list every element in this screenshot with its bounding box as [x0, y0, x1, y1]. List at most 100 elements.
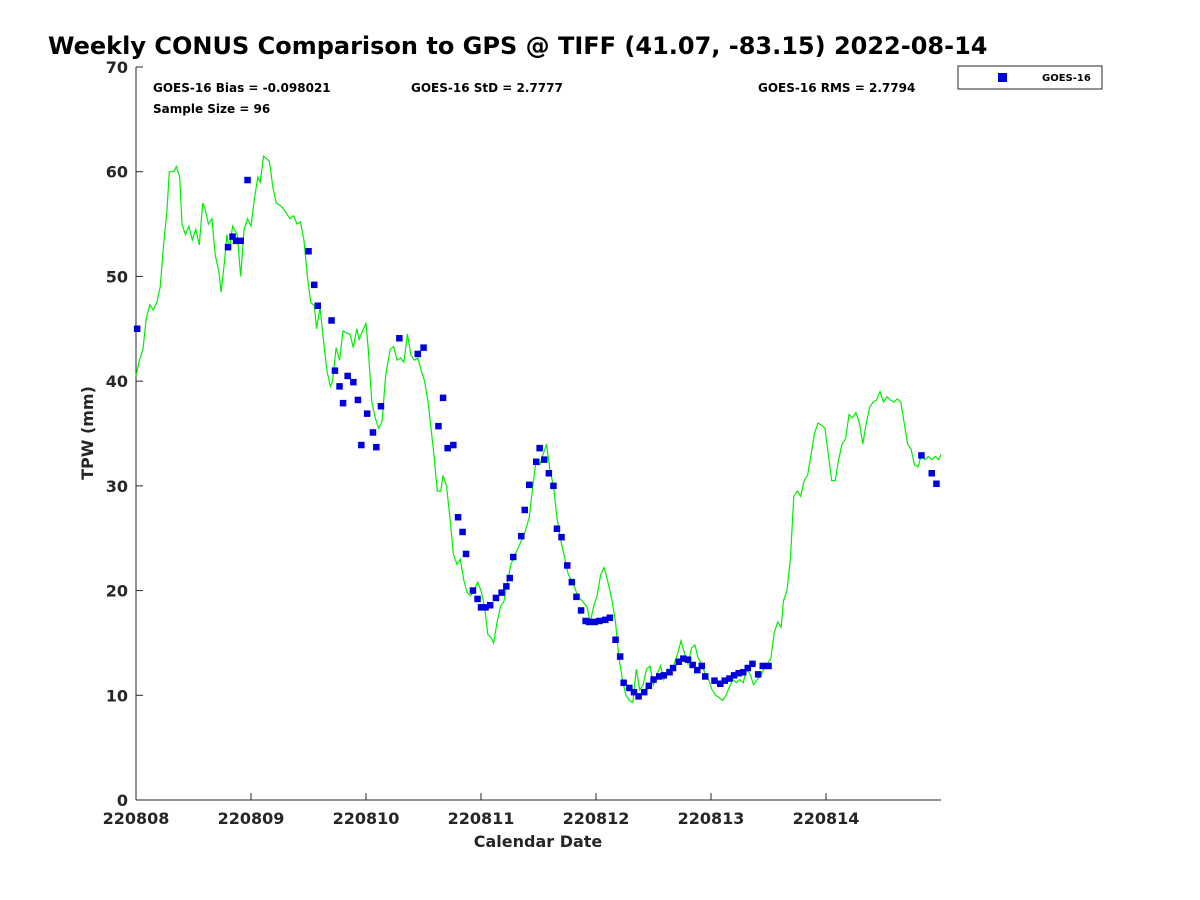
x-tick-label: 220808 [103, 809, 170, 828]
data-point-goes16 [564, 562, 571, 569]
data-point-goes16 [641, 688, 648, 696]
data-point-goes16 [744, 664, 751, 672]
data-point-goes16 [354, 396, 362, 404]
stat-bias: GOES-16 Bias = -0.098021 [153, 81, 331, 95]
data-point-goes16 [545, 470, 553, 477]
data-point-goes16 [694, 666, 701, 674]
data-point-goes16 [759, 662, 766, 670]
data-point-goes16 [606, 614, 614, 621]
data-point-goes16 [462, 550, 470, 558]
data-point-goes16 [350, 378, 357, 386]
series-points-goes16 [133, 176, 940, 700]
data-point-goes16 [675, 658, 682, 665]
data-point-goes16 [420, 344, 427, 351]
data-point-goes16 [541, 456, 548, 463]
y-tick-label: 60 [106, 163, 128, 182]
stat-rms: GOES-16 RMS = 2.7794 [758, 81, 915, 95]
data-point-goes16 [698, 662, 705, 670]
data-point-goes16 [656, 673, 663, 680]
data-point-goes16 [518, 532, 525, 540]
y-tick-label: 40 [106, 372, 128, 391]
data-point-goes16 [244, 176, 251, 184]
data-point-goes16 [596, 617, 603, 625]
data-point-goes16 [224, 243, 232, 251]
data-point-goes16 [616, 653, 624, 660]
plot-axes [135, 67, 941, 801]
data-point-goes16 [331, 367, 339, 374]
data-point-goes16 [928, 470, 935, 477]
x-tick-label: 220810 [333, 809, 400, 828]
data-point-goes16 [133, 325, 141, 332]
data-point-goes16 [477, 604, 485, 611]
data-point-goes16 [358, 441, 365, 449]
x-tick-label: 220813 [678, 809, 745, 828]
data-point-goes16 [373, 443, 380, 451]
data-point-goes16 [482, 604, 489, 611]
legend-label-goes16: GOES-16 [1042, 73, 1091, 84]
data-point-goes16 [492, 594, 500, 602]
data-point-goes16 [363, 410, 371, 417]
data-point-goes16 [660, 672, 668, 679]
y-axis-label: TPW (mm) [78, 386, 97, 480]
data-point-goes16 [573, 593, 580, 601]
x-axis-label: Calendar Date [474, 832, 603, 851]
data-point-goes16 [486, 602, 494, 609]
data-point-goes16 [536, 444, 543, 452]
data-point-goes16 [918, 452, 925, 459]
x-tick-label: 220809 [218, 809, 285, 828]
y-tick-label: 30 [106, 477, 128, 496]
legend-marker-goes16 [998, 73, 1007, 82]
data-point-goes16 [765, 662, 772, 670]
x-tick-label: 220814 [793, 809, 860, 828]
data-point-goes16 [612, 636, 619, 643]
data-point-goes16 [377, 403, 385, 410]
data-point-goes16 [630, 688, 638, 696]
data-point-goes16 [435, 422, 442, 430]
y-tick-label: 50 [106, 267, 128, 286]
data-point-goes16 [669, 664, 677, 672]
data-point-goes16 [336, 383, 343, 390]
data-point-goes16 [521, 506, 528, 514]
legend-box [957, 65, 1103, 90]
data-point-goes16 [680, 655, 687, 662]
data-point-goes16 [711, 677, 718, 684]
data-point-goes16 [396, 335, 403, 342]
data-point-goes16 [311, 281, 318, 289]
data-point-goes16 [439, 394, 447, 402]
y-tick-label: 70 [106, 58, 128, 77]
data-point-goes16 [626, 684, 633, 692]
data-point-goes16 [666, 669, 673, 676]
data-point-goes16 [229, 233, 236, 240]
data-point-goes16 [568, 578, 576, 586]
data-point-goes16 [328, 317, 335, 324]
data-point-goes16 [620, 679, 627, 686]
data-point-goes16 [469, 587, 477, 594]
data-point-goes16 [369, 429, 377, 436]
data-point-goes16 [506, 574, 513, 582]
x-tick-label: 220811 [448, 809, 515, 828]
data-point-goes16 [237, 237, 244, 245]
data-point-goes16 [702, 673, 709, 680]
data-point-goes16 [533, 458, 540, 465]
series-line-gps [135, 154, 942, 704]
data-point-goes16 [585, 618, 593, 626]
data-point-goes16 [721, 677, 728, 684]
stat-std: GOES-16 StD = 2.7777 [411, 81, 563, 95]
data-point-goes16 [754, 671, 762, 678]
data-point-goes16 [503, 583, 510, 590]
x-ticks: 220808 220809 220810 220811 220812 220813 2208… [103, 793, 860, 828]
data-point-goes16 [717, 680, 724, 687]
legend: GOES-16 [957, 65, 1103, 90]
data-point-goes16 [749, 660, 756, 668]
data-point-goes16 [726, 675, 733, 682]
y-tick-label: 20 [106, 582, 128, 601]
data-point-goes16 [730, 672, 738, 679]
x-tick-label: 220812 [563, 809, 630, 828]
data-point-goes16 [645, 682, 653, 690]
data-point-goes16 [591, 618, 599, 626]
data-point-goes16 [450, 441, 457, 449]
data-point-goes16 [558, 533, 565, 541]
data-point-goes16 [650, 676, 657, 683]
data-point-goes16 [582, 617, 589, 625]
